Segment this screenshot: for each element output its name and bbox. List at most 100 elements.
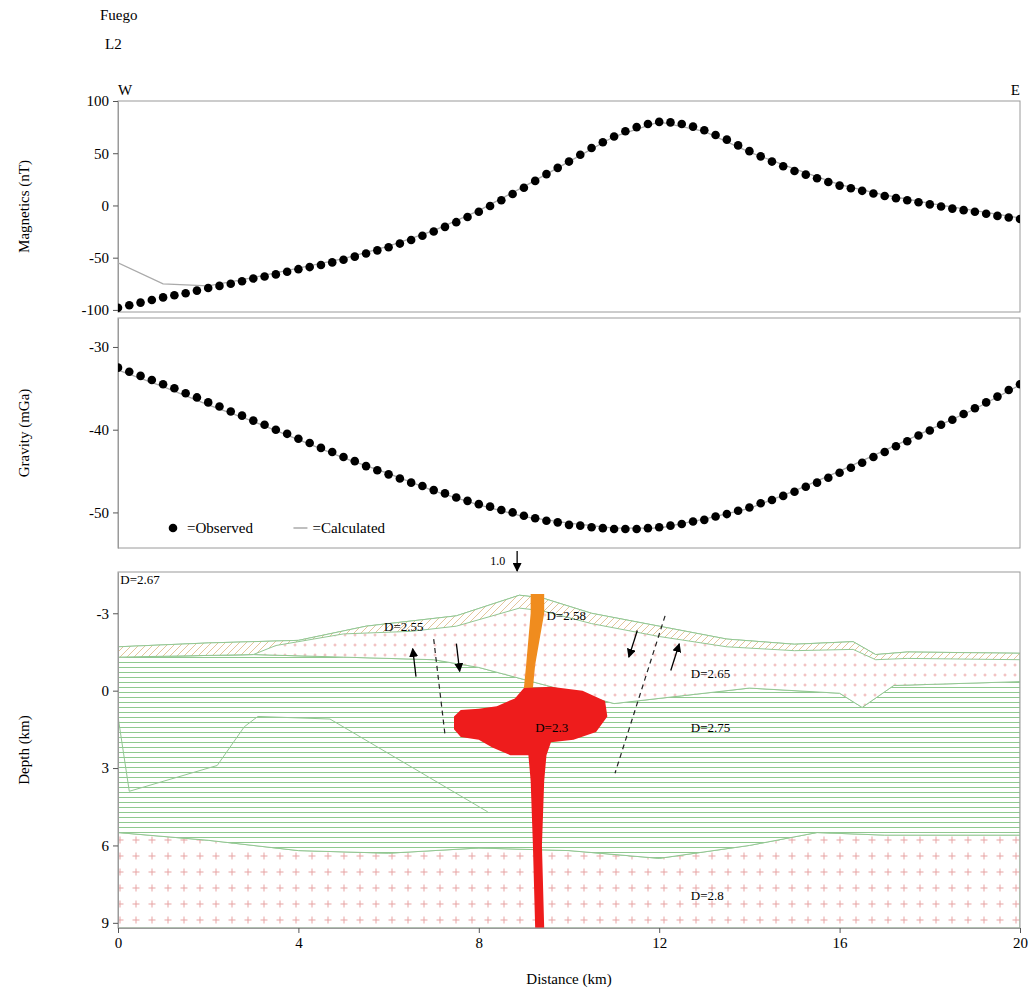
observed-point bbox=[666, 118, 675, 127]
observed-point bbox=[610, 525, 619, 534]
annotation: D=2.67 bbox=[120, 572, 160, 587]
observed-point bbox=[971, 207, 980, 216]
observed-point bbox=[1016, 380, 1020, 389]
tick-mark bbox=[840, 928, 841, 933]
tick: -50 bbox=[89, 250, 118, 266]
tick-mark bbox=[298, 928, 299, 933]
observed-point bbox=[576, 150, 585, 159]
observed-point bbox=[1004, 386, 1013, 395]
tick-label: 12 bbox=[652, 935, 667, 951]
observed-point bbox=[689, 122, 698, 131]
chart-root: FuegoL2-100-50050100Magnetics (nT)WE-30-… bbox=[0, 0, 1035, 997]
observed-point bbox=[118, 363, 122, 372]
observed-point bbox=[328, 258, 337, 267]
observed-point bbox=[903, 196, 912, 205]
observed-point bbox=[531, 177, 540, 186]
observed-point bbox=[339, 453, 348, 462]
slip-arrow bbox=[671, 644, 679, 671]
observed-point bbox=[407, 236, 416, 245]
observed-point bbox=[452, 493, 461, 502]
observed-point bbox=[779, 162, 788, 171]
observed-point bbox=[542, 516, 551, 525]
observed-point bbox=[565, 521, 574, 530]
legend-line bbox=[293, 527, 307, 529]
observed-point bbox=[396, 239, 405, 248]
annotation: E bbox=[1011, 82, 1020, 98]
density-body bbox=[524, 594, 544, 688]
observed-point bbox=[565, 157, 574, 166]
observed-point bbox=[441, 223, 450, 232]
observed-point bbox=[632, 525, 641, 534]
observed-point bbox=[813, 174, 822, 183]
observed-point bbox=[801, 170, 810, 179]
density-body bbox=[454, 687, 607, 928]
fault-line bbox=[615, 616, 665, 773]
observed-point bbox=[914, 198, 923, 207]
observed-point bbox=[824, 473, 833, 482]
observed-point bbox=[429, 227, 438, 236]
observed-point bbox=[238, 411, 247, 420]
observed-point bbox=[948, 204, 957, 213]
observed-point bbox=[204, 284, 213, 293]
observed-point bbox=[317, 444, 326, 453]
tick: -30 bbox=[89, 339, 118, 355]
observed-point bbox=[768, 496, 777, 505]
y-axis: -100-50050100 bbox=[82, 93, 119, 318]
legend-item: =Observed bbox=[169, 520, 254, 536]
observed-point bbox=[711, 131, 720, 140]
tick: 6 bbox=[102, 838, 119, 854]
tick-mark bbox=[113, 613, 118, 614]
observed-point bbox=[475, 207, 484, 216]
observed-point bbox=[813, 478, 822, 487]
observed-point bbox=[926, 200, 935, 209]
observed-point bbox=[599, 524, 608, 533]
observed-point bbox=[181, 289, 190, 298]
body-label: D=2.8 bbox=[691, 888, 724, 903]
observed-point bbox=[937, 420, 946, 429]
observed-point bbox=[317, 261, 326, 270]
observed-point bbox=[170, 384, 179, 393]
y-axis-line bbox=[118, 102, 119, 313]
observed-point bbox=[835, 468, 844, 477]
y-axis-title: Gravity (mGa) bbox=[16, 389, 33, 478]
observed-point bbox=[170, 291, 179, 300]
tick-mark bbox=[113, 691, 118, 692]
y-axis-title: Depth (km) bbox=[16, 715, 33, 785]
title: Fuego bbox=[100, 7, 138, 23]
legend-label: =Observed bbox=[187, 520, 253, 536]
observed-point bbox=[959, 206, 968, 215]
observed-point bbox=[756, 499, 765, 508]
observed-point bbox=[700, 516, 709, 525]
tick-label: 16 bbox=[833, 935, 849, 951]
observed-point bbox=[655, 118, 664, 127]
tick-mark bbox=[113, 258, 118, 259]
legend-label: =Calculated bbox=[312, 520, 385, 536]
tick-label: -3 bbox=[97, 606, 110, 622]
observed-point bbox=[745, 147, 754, 156]
observed-point bbox=[892, 442, 901, 451]
y-axis-line bbox=[118, 573, 119, 929]
tick-mark bbox=[113, 923, 118, 924]
observed-point bbox=[847, 463, 856, 472]
observed-point bbox=[745, 503, 754, 512]
observed-point bbox=[486, 502, 495, 511]
tick-mark bbox=[118, 928, 119, 933]
observed-point bbox=[677, 120, 686, 129]
annotation: W bbox=[118, 82, 133, 98]
observed-point bbox=[193, 393, 202, 402]
tick-mark bbox=[113, 768, 118, 769]
observed-point bbox=[305, 263, 314, 272]
observed-point bbox=[463, 213, 472, 222]
observed-point bbox=[204, 398, 213, 407]
observed-point bbox=[384, 243, 393, 252]
observed-point bbox=[508, 190, 517, 199]
observed-point bbox=[294, 434, 303, 443]
observed-point bbox=[621, 525, 630, 534]
tick: 100 bbox=[87, 93, 119, 109]
observed-point bbox=[125, 301, 134, 310]
tick-label: 6 bbox=[102, 838, 110, 854]
observed-point bbox=[350, 457, 359, 466]
body-label: D=2.58 bbox=[546, 608, 585, 623]
observed-point bbox=[136, 372, 145, 381]
observed-point bbox=[599, 138, 608, 147]
